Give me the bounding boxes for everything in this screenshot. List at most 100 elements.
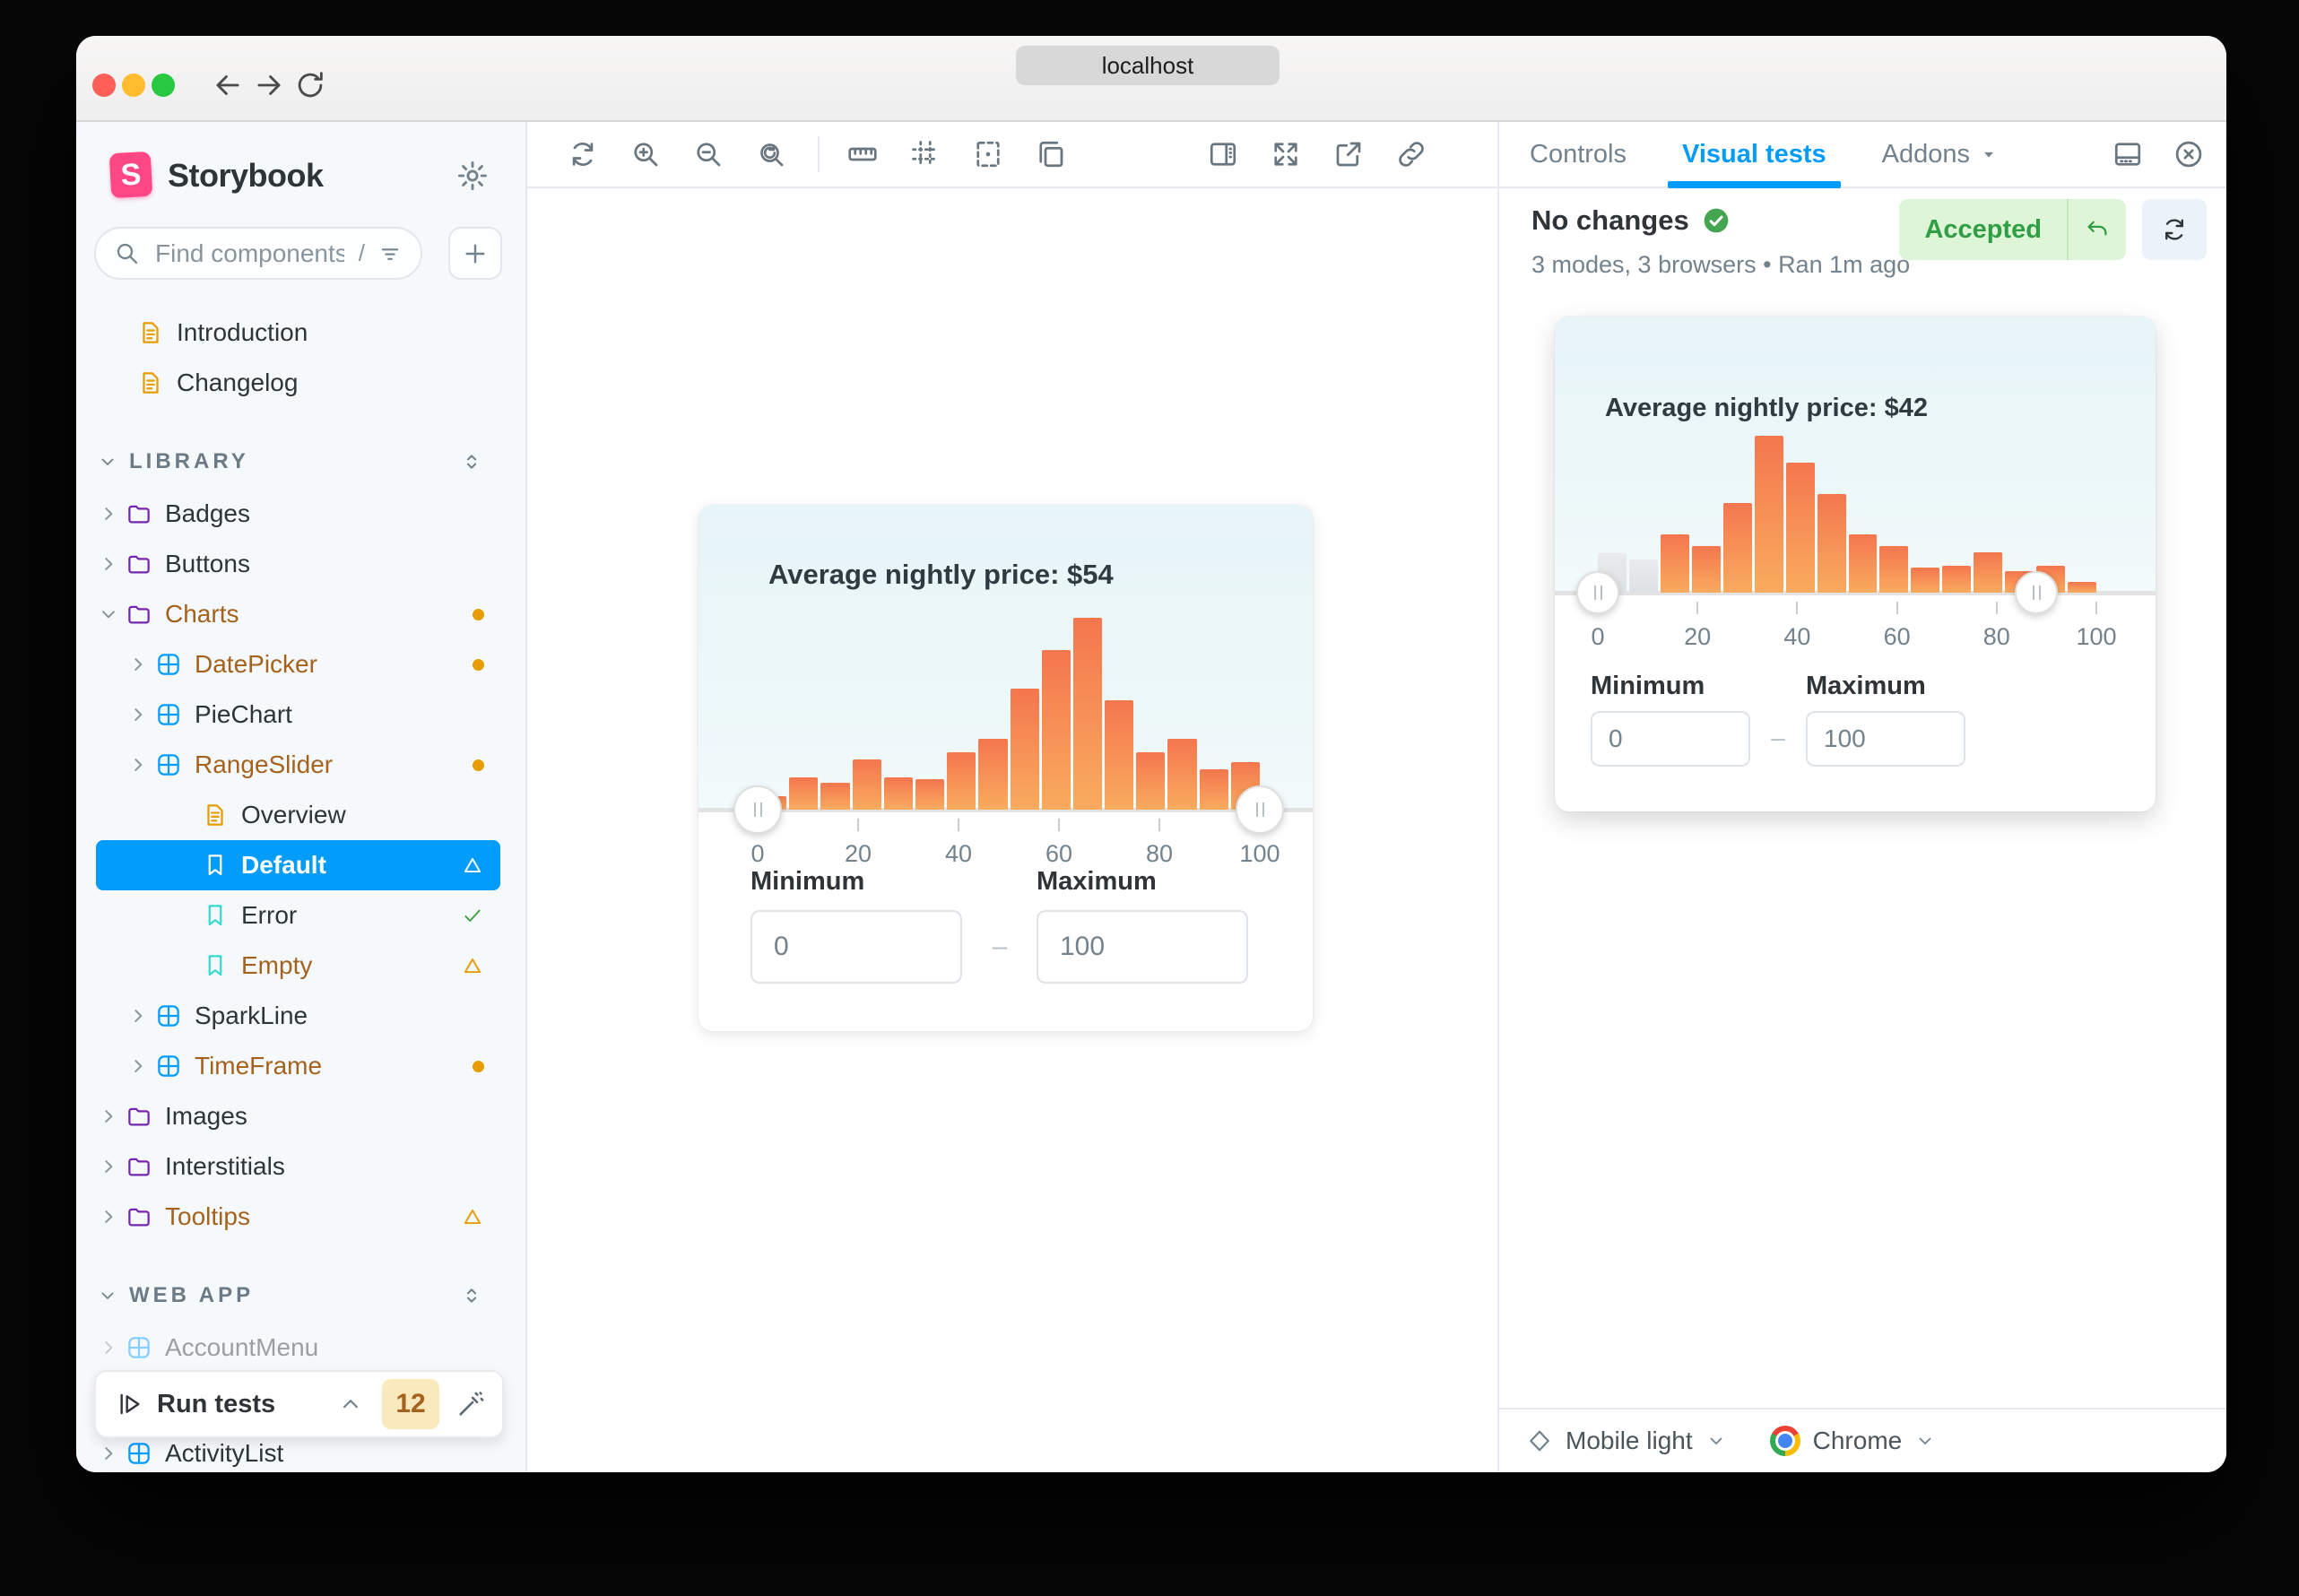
sidebar-item-rangeslider[interactable]: RangeSlider — [96, 740, 500, 790]
chevron-right-icon[interactable] — [126, 653, 150, 676]
sidebar-item-datepicker[interactable]: DatePicker — [96, 639, 500, 690]
run-tests-bar[interactable]: Run tests 12 — [94, 1370, 504, 1438]
story-layers-icon[interactable] — [1035, 138, 1067, 170]
search-field[interactable] — [153, 238, 346, 269]
coverage-wand-icon[interactable] — [455, 1389, 486, 1419]
chevron-down-icon — [97, 1285, 118, 1306]
chevron-right-icon[interactable] — [97, 1105, 120, 1128]
range-slider-max-handle[interactable] — [1236, 785, 1284, 834]
canvas-toolbar — [527, 122, 1497, 188]
outline-icon[interactable] — [972, 138, 1004, 170]
expand-collapse-icon[interactable] — [459, 449, 484, 474]
sidebar-item-timeframe[interactable]: TimeFrame — [96, 1041, 500, 1091]
chevron-right-icon[interactable] — [126, 753, 150, 776]
chevron-up-icon[interactable] — [337, 1391, 364, 1418]
undo-icon — [2084, 216, 2111, 243]
sidebar-item-interstitials[interactable]: Interstitials — [96, 1141, 500, 1192]
histogram-bar — [820, 783, 850, 810]
reload-icon[interactable] — [293, 68, 327, 102]
panel-toggle-icon[interactable] — [1207, 138, 1239, 170]
zoom-reset-icon[interactable] — [755, 138, 787, 170]
run-tests-play-icon[interactable] — [116, 1390, 144, 1418]
sidebar-item-tooltips[interactable]: Tooltips — [96, 1192, 500, 1242]
zoom-out-icon[interactable] — [692, 138, 724, 170]
close-panel-icon[interactable] — [2173, 138, 2205, 170]
remount-icon[interactable] — [567, 138, 599, 170]
range-slider-min-handle[interactable] — [733, 785, 782, 834]
sidebar-item-default[interactable]: Default — [96, 840, 500, 890]
sidebar-item-introduction[interactable]: Introduction — [96, 308, 500, 358]
fullscreen-icon[interactable] — [1270, 138, 1302, 170]
filter-icon[interactable] — [377, 241, 403, 266]
chevron-right-icon[interactable] — [97, 552, 120, 576]
axis-tick-label: 40 — [944, 840, 973, 867]
expand-collapse-icon[interactable] — [459, 1283, 484, 1308]
link-icon[interactable] — [1395, 138, 1427, 170]
chevron-right-icon[interactable] — [97, 1442, 120, 1465]
zoom-window-button[interactable] — [152, 74, 175, 97]
chevron-right-icon[interactable] — [126, 1054, 150, 1078]
minimum-input[interactable] — [750, 910, 962, 984]
chevron-right-icon[interactable] — [97, 1205, 120, 1228]
accepted-check-icon — [461, 904, 484, 927]
chevron-down-icon[interactable] — [97, 603, 120, 626]
sidebar-item-badges[interactable]: Badges — [96, 489, 500, 539]
sidebar-item-activitylist[interactable]: ActivityList — [96, 1428, 500, 1472]
rerun-icon — [2160, 215, 2189, 244]
gear-icon[interactable] — [455, 159, 490, 193]
histogram-bar — [1785, 462, 1815, 593]
sidebar-item-sparkline[interactable]: SparkLine — [96, 991, 500, 1041]
maximum-input — [1806, 711, 1965, 767]
measure-icon[interactable] — [846, 138, 879, 170]
sidebar-section-web-app[interactable]: WEB APP — [76, 1269, 525, 1323]
component-icon — [155, 751, 182, 778]
sidebar-item-images[interactable]: Images — [96, 1091, 500, 1141]
rerun-tests-button[interactable] — [2142, 199, 2207, 260]
back-icon[interactable] — [211, 68, 245, 102]
tab-addons[interactable]: Addons — [1882, 122, 2000, 186]
chevron-right-icon[interactable] — [97, 502, 120, 525]
histogram-bar — [1974, 551, 2003, 593]
maximum-input[interactable] — [1037, 910, 1248, 984]
grid-icon[interactable] — [909, 138, 941, 170]
chevron-right-icon[interactable] — [97, 1155, 120, 1178]
browser-selector[interactable]: Chrome — [1769, 1426, 1937, 1456]
forward-icon[interactable] — [252, 68, 286, 102]
address-bar[interactable]: localhost — [1016, 46, 1280, 85]
axis-tick — [1158, 819, 1160, 831]
sidebar-item-charts[interactable]: Charts — [96, 589, 500, 639]
sidebar-item-buttons[interactable]: Buttons — [96, 539, 500, 589]
open-external-icon[interactable] — [1332, 138, 1365, 170]
changed-dot-icon — [473, 658, 484, 671]
axis-tick-label: 0 — [1591, 623, 1605, 650]
create-story-button[interactable] — [448, 227, 502, 280]
axis-tick — [1796, 602, 1799, 614]
axis-tick — [1995, 602, 1998, 614]
sidebar-item-error[interactable]: Error — [96, 890, 500, 941]
histogram-bar — [1041, 650, 1071, 810]
chevron-right-icon[interactable] — [126, 703, 150, 726]
tab-visual-tests[interactable]: Visual tests — [1668, 122, 1841, 188]
unaccept-button[interactable] — [2069, 199, 2126, 260]
minimize-window-button[interactable] — [122, 74, 145, 97]
range-slider-track[interactable] — [698, 808, 1313, 812]
chevron-right-icon[interactable] — [97, 1336, 120, 1359]
sidebar-item-accountmenu[interactable]: AccountMenu — [96, 1323, 500, 1373]
chevron-down-icon — [1705, 1430, 1727, 1452]
minimum-label: Minimum — [1591, 672, 1705, 700]
chevron-right-icon[interactable] — [126, 1004, 150, 1028]
zoom-in-icon[interactable] — [629, 138, 662, 170]
sidebar-item-changelog[interactable]: Changelog — [96, 358, 500, 408]
panel-position-icon[interactable] — [2112, 138, 2144, 170]
sidebar-item-piechart[interactable]: PieChart — [96, 690, 500, 740]
sidebar-section-library[interactable]: LIBRARY — [76, 435, 525, 489]
range-dash: – — [1771, 724, 1785, 751]
close-window-button[interactable] — [92, 74, 116, 97]
browser-window: localhost S Storybook / IntroductionChan… — [76, 36, 2226, 1472]
accepted-button[interactable]: Accepted — [1899, 199, 2126, 260]
sidebar-item-empty[interactable]: Empty — [96, 941, 500, 991]
tab-controls[interactable]: Controls — [1530, 139, 1627, 169]
search-input[interactable]: / — [94, 227, 422, 280]
sidebar-item-overview[interactable]: Overview — [96, 790, 500, 840]
mode-selector[interactable]: Mobile light — [1526, 1427, 1727, 1455]
